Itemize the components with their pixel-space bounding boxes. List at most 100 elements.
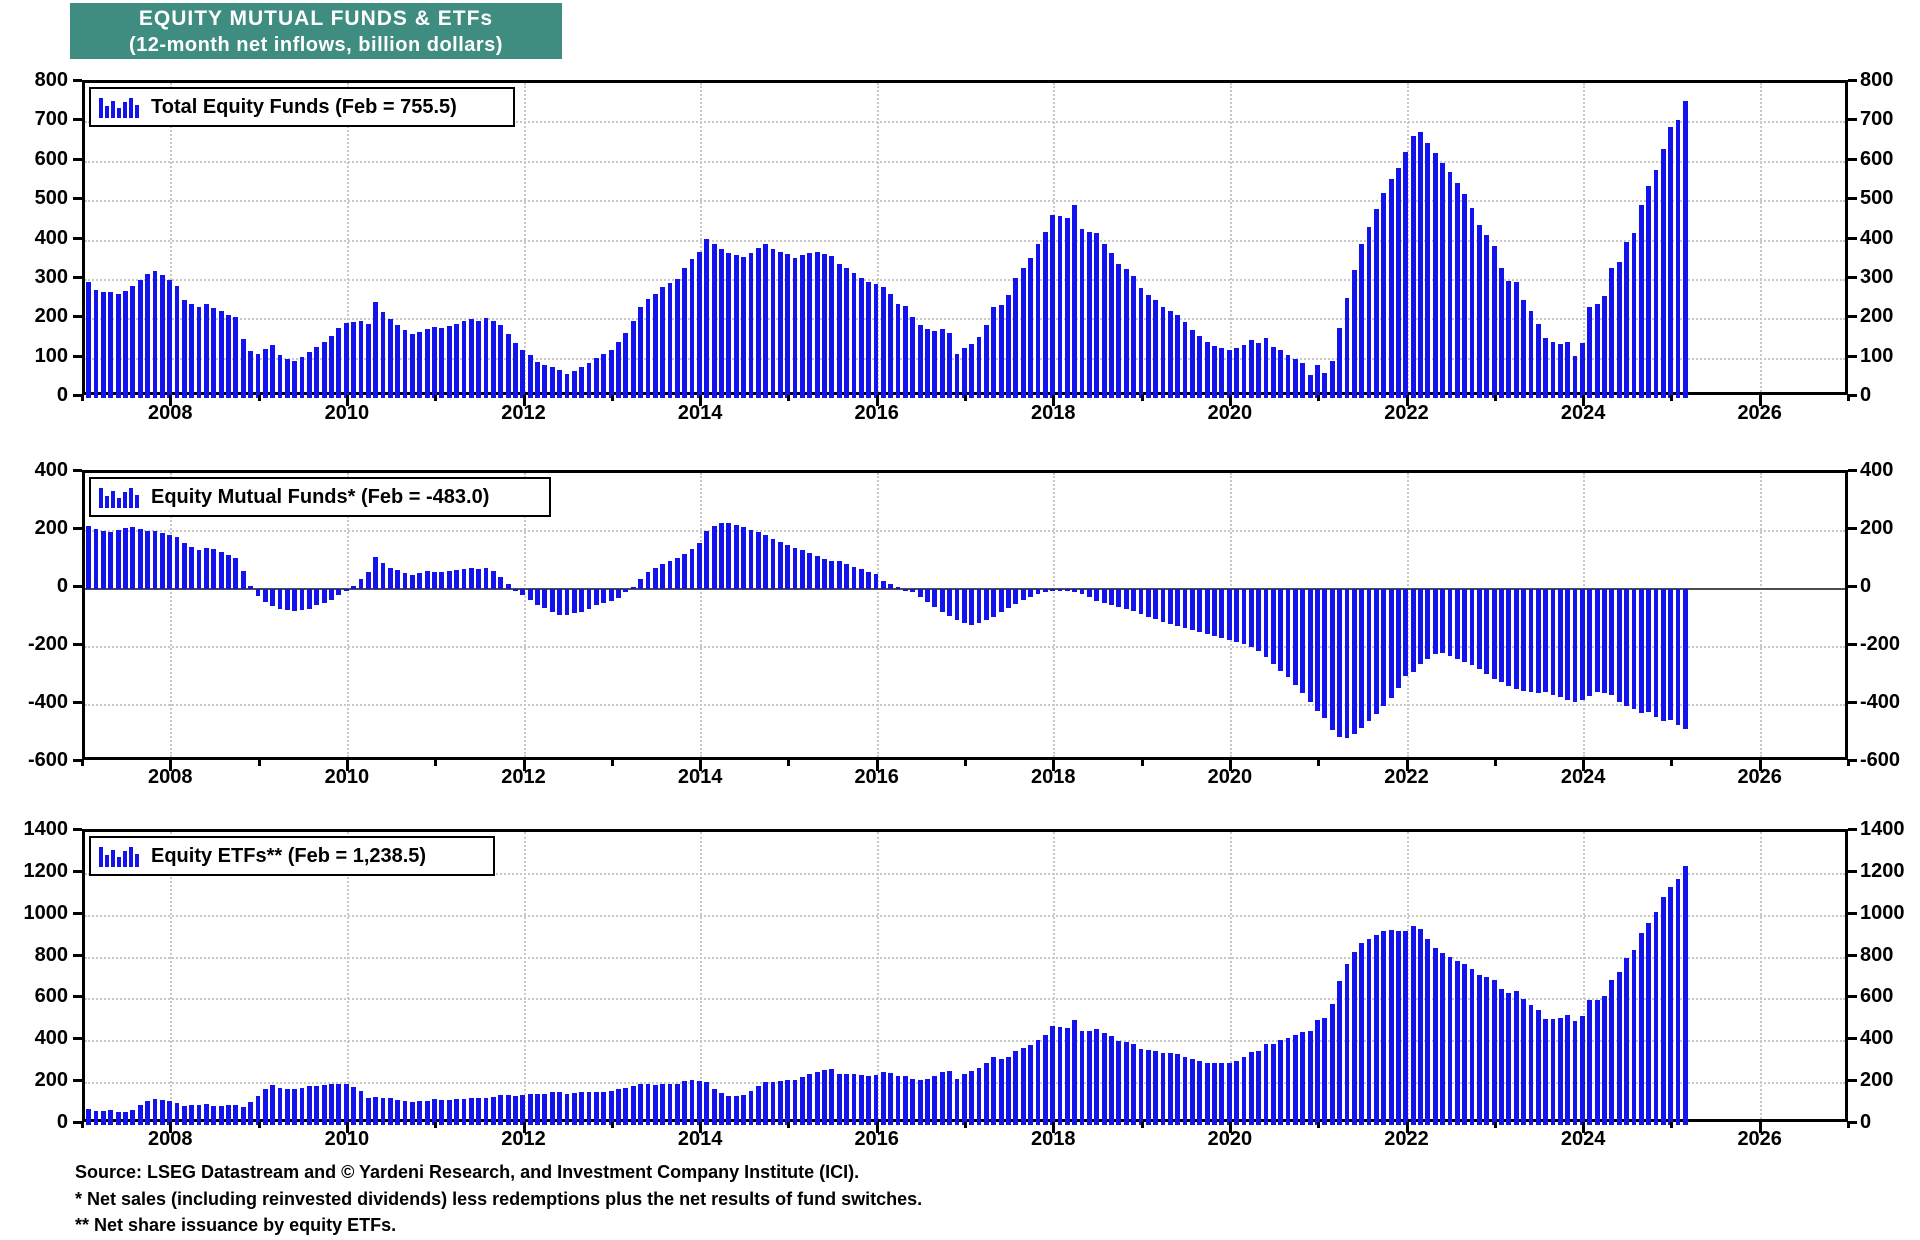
bar [645,1084,651,1125]
y-label-left-1400: 1400 [23,818,69,840]
bar [763,1082,769,1125]
bar [1087,1031,1092,1125]
x-label-2026: 2026 [1737,402,1782,424]
bar [270,344,276,398]
bar [1675,120,1681,398]
bar [1572,356,1578,398]
bar [674,279,680,398]
bar [100,531,106,589]
bar [108,1109,114,1125]
bar [137,279,143,398]
bar [255,1096,261,1125]
bar [1212,589,1217,636]
bar [402,573,408,589]
y-label-left-700: 700 [34,108,68,131]
bar [1616,589,1622,702]
bar [1160,307,1166,398]
bar [218,551,224,589]
y-tick-right-400 [1848,469,1857,472]
bar [1079,589,1085,595]
bar [1013,1050,1019,1125]
bar [1131,1044,1136,1125]
bar [616,342,621,398]
bar [1315,364,1320,398]
bar [402,330,408,398]
bar [218,311,224,398]
y-label-right-1200: 1200 [1860,859,1905,882]
gridline-year-2026 [1759,83,1762,392]
bar [1631,589,1637,710]
bar [601,1091,607,1125]
bar [277,1088,283,1125]
bar [1418,132,1423,398]
gridline-400 [85,239,1845,242]
bar [1278,1040,1284,1125]
bar [704,1082,710,1125]
bar [1138,1048,1144,1125]
bar [1101,589,1107,603]
bar [307,1086,312,1125]
bar [1638,205,1644,398]
y-label-left-600: 600 [34,985,68,1008]
bar [807,253,813,398]
bar [564,589,570,615]
x-tick-2018 [1052,395,1056,406]
bar [284,359,290,398]
bar [969,344,975,398]
bar [1329,360,1335,398]
bar [226,554,231,589]
bar [1683,589,1688,730]
x-label-2022: 2022 [1384,1128,1429,1150]
gridline-year-2008 [170,832,173,1119]
bar [667,1084,673,1125]
panel-total-equity-funds [82,80,1848,398]
y-label-right-400: 400 [1860,1027,1894,1050]
bar [1528,311,1534,398]
bar [395,1099,401,1125]
bar [1631,950,1637,1125]
bar [1322,589,1328,719]
x-tick-2019 [1140,1122,1144,1128]
y-label-right-0: 0 [1860,1111,1872,1133]
bar [542,589,548,608]
y-tick-left-600 [73,157,82,161]
bar [1462,589,1468,662]
bar [1337,589,1342,737]
gridline--200 [85,646,1845,648]
bar [233,557,239,589]
bar [299,1087,305,1125]
x-tick-2017 [964,1122,967,1128]
bar [1145,1050,1151,1125]
bar [954,1078,960,1125]
bar [1366,589,1372,721]
x-label-2016: 2016 [854,1128,899,1150]
y-label-left-0: 0 [56,1111,68,1133]
bar [123,290,128,398]
bar [1454,960,1460,1125]
bar [983,1063,989,1125]
bar [1462,964,1468,1125]
bar [895,1076,901,1125]
bar [800,549,805,589]
bar [307,589,312,609]
bar [954,589,960,621]
figure-title-line2: (12-month net inflows, billion dollars) [129,33,503,56]
bar [1072,589,1078,592]
bar [240,571,246,589]
bar [1432,589,1438,655]
x-tick-2025 [1670,395,1674,401]
bar [255,353,261,398]
bar [1396,589,1401,688]
bar [1285,354,1291,398]
bar [770,539,776,589]
bar [630,321,636,398]
x-label-2022: 2022 [1384,766,1429,788]
x-tick-2008 [169,1122,173,1133]
bar [1535,1010,1541,1125]
bar [1329,1003,1335,1125]
bar [652,1084,658,1125]
gridline-800 [85,956,1845,959]
bar [329,1083,334,1125]
bar [262,589,268,603]
bar [741,1094,746,1125]
